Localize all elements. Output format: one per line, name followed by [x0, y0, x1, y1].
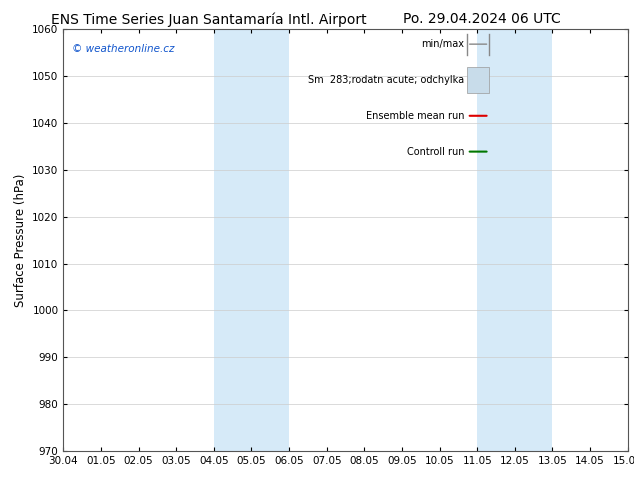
Bar — [467, 67, 489, 93]
Text: Controll run: Controll run — [406, 147, 464, 157]
Text: Ensemble mean run: Ensemble mean run — [366, 111, 464, 121]
Text: © weatheronline.cz: © weatheronline.cz — [72, 44, 174, 54]
Bar — [477, 29, 552, 451]
Text: min/max: min/max — [421, 39, 464, 49]
Text: Sm  283;rodatn acute; odchylka: Sm 283;rodatn acute; odchylka — [308, 75, 464, 85]
Text: ENS Time Series Juan Santamaría Intl. Airport: ENS Time Series Juan Santamaría Intl. Ai… — [51, 12, 367, 27]
Bar — [214, 29, 289, 451]
Text: Po. 29.04.2024 06 UTC: Po. 29.04.2024 06 UTC — [403, 12, 560, 26]
Y-axis label: Surface Pressure (hPa): Surface Pressure (hPa) — [14, 173, 27, 307]
